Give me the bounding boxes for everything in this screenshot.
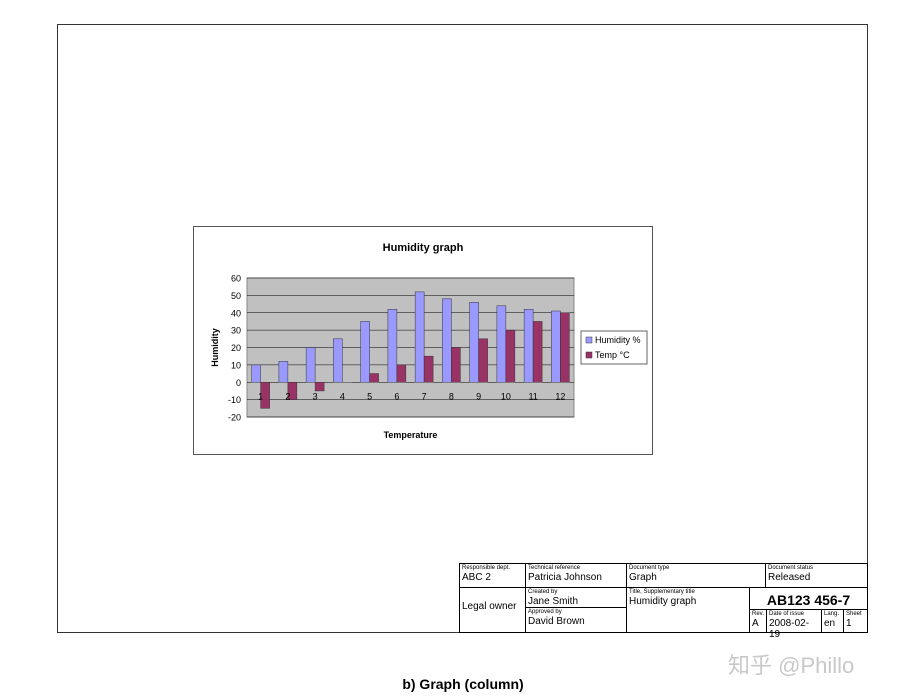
y-tick-label: 30 [231,326,241,336]
value: David Brown [528,616,585,627]
value: ABC 2 [462,572,491,583]
y-tick-label: -10 [228,395,241,405]
bar-humidity [387,309,398,383]
technical-reference-cell: Technical reference Patricia Johnson [526,564,627,588]
value: 1 [846,618,852,629]
label: Date of issue [769,611,805,617]
x-tick-label: 6 [394,391,399,401]
x-tick-label: 4 [340,391,345,401]
created-by-cell: Created by Jane Smith [526,588,627,608]
x-tick-label: 8 [449,391,454,401]
bar-humidity [523,309,534,383]
chart: Humidity graph -20 -10 0 10 20 30 40 50 60 1 2 3 4 5 6 7… [193,226,653,455]
x-tick-label: 5 [367,391,372,401]
label: Responsible dept. [462,565,511,571]
bar-humidity [496,305,507,383]
title-block: Responsible dept. ABC 2 Technical referen… [459,563,868,640]
bar-humidity [551,310,561,383]
bar-humidity [360,321,370,383]
label: Created by [528,589,558,595]
bar-humidity [278,361,289,383]
y-tick-label: 20 [231,343,241,353]
bar-humidity [442,298,452,383]
document-number: AB123 456-7 [750,588,868,610]
label: Lang. [824,611,840,617]
watermark: 知乎 @Phillo [728,653,855,678]
bar-temp [423,355,434,383]
x-tick-label: 11 [528,391,537,401]
value: Jane Smith [528,596,579,607]
document-type-cell: Document type Graph [627,564,766,588]
label: Title, Supplementary title [629,589,695,595]
legend [580,330,648,365]
rev-cell: Rev. A [750,610,767,633]
bar-temp [505,329,516,383]
bar-temp [314,382,325,392]
date-of-issue-cell: Date of issue 2008-02-19 [767,610,822,640]
title-cell: Title, Supplementary title Humidity graph [627,588,750,633]
bar-humidity [469,302,479,383]
x-axis-label: Temperature [384,430,438,440]
value: Patricia Johnson [528,572,602,583]
bar-temp [369,373,379,383]
value: Humidity graph [629,596,697,607]
figure-caption: b) Graph (column) [402,676,524,692]
responsible-dept-cell: Responsible dept. ABC 2 [460,564,526,588]
y-tick-label: -20 [228,413,241,423]
label: Document type [629,565,670,571]
bar-humidity [333,338,343,383]
label: Approved by [528,609,562,615]
bar-humidity [305,347,316,383]
x-tick-label: 2 [285,391,290,401]
value: Legal owner [462,601,517,612]
lang-cell: Lang. en [822,610,844,633]
y-tick-label: 40 [231,308,241,318]
approved-by-cell: Approved by David Brown [526,608,627,633]
bar-temp [396,364,407,383]
y-tick-label: 50 [231,291,241,301]
value: 2008-02-19 [769,618,810,640]
value: en [824,618,836,629]
sheet-cell: Sheet 1 [844,610,868,633]
label: Document status [768,565,814,571]
x-tick-label: 7 [422,391,427,401]
bar-temp [451,347,461,383]
bar-temp [260,382,270,409]
label: Rev. [752,611,764,617]
legend-label: Humidity % [595,335,641,345]
x-tick-label: 12 [555,391,565,401]
document-status-cell: Document status Released [766,564,868,588]
bar-temp [478,338,488,383]
value: Released [768,572,811,583]
label: Technical reference [528,565,581,571]
value: Graph [629,572,657,583]
y-tick-label: 0 [236,378,241,388]
bar-humidity [251,364,261,383]
legal-owner-cell: Legal owner [460,588,526,633]
y-tick-label: 10 [231,360,241,370]
chart-title: Humidity graph [383,242,464,254]
x-tick-label: 1 [258,391,263,401]
x-tick-label: 10 [501,391,511,401]
value: A [752,618,759,629]
y-tick-label: 60 [231,274,241,284]
label: Sheet [846,611,862,617]
bar-temp [532,321,543,383]
y-axis-label: Humidity [210,328,220,367]
x-tick-label: 3 [313,391,318,401]
legend-swatch [585,351,593,359]
bar-humidity [414,291,425,383]
legend-label: Temp °C [595,350,630,360]
bar-temp [560,312,570,383]
legend-swatch [585,336,593,344]
bar-temp [287,382,298,400]
x-tick-label: 9 [476,391,481,401]
